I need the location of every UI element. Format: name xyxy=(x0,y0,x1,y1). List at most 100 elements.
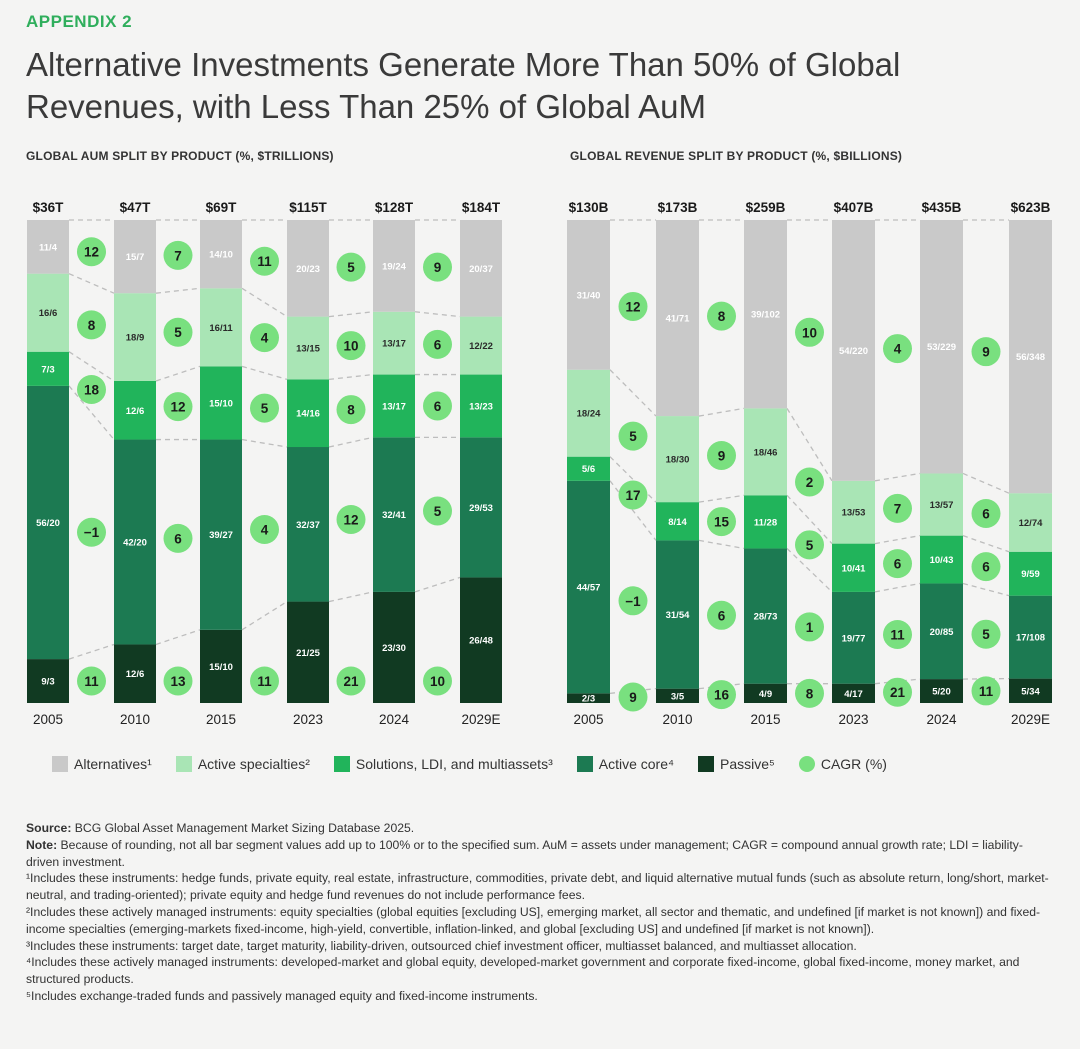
aum-cagr-passive-2: 11 xyxy=(257,674,272,689)
aum-cagr-active-core-1: 6 xyxy=(174,531,182,546)
aum-cagr-dot-alternatives-2 xyxy=(250,246,279,276)
page-title-line-2: Revenues, with Less Than 25% of Global A… xyxy=(26,88,706,125)
revenue-cagr-active-core-3: 11 xyxy=(890,628,905,643)
revenue-cagr-solutions-ldi-and-multiassets-4: 6 xyxy=(982,560,990,575)
aum-total-2015: $69T xyxy=(206,200,238,215)
revenue-label-active-core-2005: 44/57 xyxy=(577,583,601,594)
aum-bar-solutions-ldi-and-multiassets-2029e xyxy=(460,374,502,438)
aum-cagr-passive-4: 10 xyxy=(430,674,445,689)
aum-bar-active-specialties-2023 xyxy=(287,316,329,380)
aum-cagr-solutions-ldi-and-multiassets-3: 8 xyxy=(347,403,355,418)
revenue-bar-solutions-ldi-and-multiassets-2010 xyxy=(656,502,699,541)
revenue-bar-alternatives-2010 xyxy=(656,220,699,417)
revenue-cagr-passive-0: 9 xyxy=(629,690,637,705)
revenue-cagr-dot-solutions-ldi-and-multiassets-0 xyxy=(618,480,648,510)
aum-connector-active-specialties-4 xyxy=(414,311,461,318)
revenue-cagr-active-specialties-3: 7 xyxy=(894,501,902,516)
aum-cagr-active-specialties-0: 8 xyxy=(88,318,96,333)
aum-cagr-dot-passive-0 xyxy=(77,666,106,696)
revenue-label-solutions-ldi-and-multiassets-2015: 11/28 xyxy=(754,517,777,528)
revenue-bar-passive-2010 xyxy=(656,688,699,703)
source-text: BCG Global Asset Management Market Sizin… xyxy=(71,821,415,835)
aum-cagr-active-specialties-1: 5 xyxy=(174,325,182,340)
aum-cagr-dot-passive-2 xyxy=(250,666,279,696)
aum-connector-active-core-2 xyxy=(241,438,288,448)
legend-item-cagr: CAGR (%) xyxy=(798,756,887,772)
footnote-1: ¹Includes these instruments: hedge funds… xyxy=(26,871,1049,903)
revenue-cagr-dot-alternatives-0 xyxy=(618,291,648,321)
legend-dot-cagr xyxy=(798,756,815,772)
revenue-label-alternatives-2024: 53/229 xyxy=(927,342,956,353)
revenue-bar-solutions-ldi-and-multiassets-2023 xyxy=(832,543,875,592)
aum-bar-alternatives-2015 xyxy=(200,220,242,289)
aum-label-active-core-2005: 56/20 xyxy=(36,518,60,529)
aum-bar-active-specialties-2029e xyxy=(460,316,502,375)
aum-connector-passive-0 xyxy=(68,643,115,660)
revenue-connector-active-core-0 xyxy=(609,480,657,541)
legend-swatch-alternatives xyxy=(52,756,68,772)
aum-bar-solutions-ldi-and-multiassets-2023 xyxy=(287,379,329,448)
revenue-label-active-specialties-2015: 18/46 xyxy=(754,447,778,458)
revenue-bar-active-specialties-2024 xyxy=(920,473,963,536)
revenue-label-passive-2024: 5/20 xyxy=(932,687,951,698)
revenue-connector-solutions-ldi-and-multiassets-3 xyxy=(874,534,921,545)
revenue-label-solutions-ldi-and-multiassets-2005: 5/6 xyxy=(582,464,595,475)
aum-label-active-specialties-2005: 16/6 xyxy=(39,308,58,319)
revenue-label-active-specialties-2029e: 12/74 xyxy=(1019,518,1043,529)
revenue-bar-active-core-2023 xyxy=(832,591,875,684)
legend-swatch-active-specialties xyxy=(175,756,192,772)
page-title: Alternative Investments Generate More Th… xyxy=(26,44,1026,128)
revenue-cagr-active-core-2: 1 xyxy=(806,620,814,635)
revenue-bar-alternatives-2015 xyxy=(744,220,787,409)
revenue-cagr-active-core-4: 5 xyxy=(982,627,990,642)
legend-swatch-solutions xyxy=(333,756,350,772)
aum-connector-active-core-0 xyxy=(68,385,115,440)
aum-connector-solutions-ldi-and-multiassets-2 xyxy=(241,365,288,381)
revenue-connector-passive-0 xyxy=(609,688,657,694)
aum-connector-passive-3 xyxy=(328,591,374,603)
aum-connector-passive-4 xyxy=(414,576,461,593)
revenue-bar-passive-2029e xyxy=(1009,678,1052,703)
aum-cagr-dot-active-specialties-0 xyxy=(77,310,106,340)
revenue-connector-solutions-ldi-and-multiassets-1 xyxy=(698,494,745,503)
revenue-connector-solutions-ldi-and-multiassets-2 xyxy=(786,494,833,545)
revenue-cagr-dot-active-specialties-4 xyxy=(971,499,1001,529)
revenue-year-2010: 2010 xyxy=(662,712,692,727)
charts-canvas: 9/3 56/20 7/3 16/6 11/4 $36T 2005 12/6 42/20 12/6… xyxy=(27,200,1052,727)
aum-bar-solutions-ldi-and-multiassets-2010 xyxy=(114,381,156,440)
footnotes: Source: BCG Global Asset Management Mark… xyxy=(26,820,1056,1005)
revenue-label-solutions-ldi-and-multiassets-2024: 10/43 xyxy=(930,555,954,566)
aum-label-passive-2010: 12/6 xyxy=(126,669,145,680)
revenue-bar-solutions-ldi-and-multiassets-2005 xyxy=(567,456,610,481)
aum-label-active-specialties-2015: 16/11 xyxy=(209,323,233,334)
aum-label-active-specialties-2024: 13/17 xyxy=(382,339,406,350)
aum-bar-active-specialties-2005 xyxy=(27,273,69,352)
footnote-2: ²Includes these actively managed instrum… xyxy=(26,904,1041,936)
aum-bar-passive-2029e xyxy=(460,577,502,703)
aum-cagr-dot-active-core-3 xyxy=(336,504,366,534)
appendix-label: APPENDIX 2 xyxy=(26,12,133,31)
revenue-cagr-dot-passive-0 xyxy=(618,682,648,712)
revenue-bar-passive-2024 xyxy=(920,679,963,703)
aum-bar-alternatives-2029e xyxy=(460,220,502,317)
revenue-label-solutions-ldi-and-multiassets-2023: 10/41 xyxy=(842,563,866,574)
revenue-cagr-dot-active-core-1 xyxy=(707,600,736,630)
revenue-label-active-specialties-2023: 13/53 xyxy=(842,508,866,519)
revenue-cagr-dot-active-specialties-0 xyxy=(618,421,648,451)
revenue-cagr-active-specialties-4: 6 xyxy=(982,507,990,522)
aum-label-passive-2024: 23/30 xyxy=(382,643,406,654)
revenue-bar-active-core-2015 xyxy=(744,548,787,684)
general-note: Note: Because of rounding, not all bar s… xyxy=(26,837,1056,871)
revenue-cagr-dot-active-core-4 xyxy=(971,619,1001,649)
revenue-cagr-passive-1: 16 xyxy=(714,688,730,703)
revenue-total-2015: $259B xyxy=(746,200,786,215)
aum-cagr-dot-solutions-ldi-and-multiassets-2 xyxy=(250,393,279,423)
revenue-label-alternatives-2005: 31/40 xyxy=(577,290,601,301)
aum-cagr-active-core-2: 4 xyxy=(261,522,269,537)
revenue-cagr-dot-active-core-2 xyxy=(795,612,824,642)
revenue-year-2005: 2005 xyxy=(573,712,603,727)
aum-cagr-dot-active-specialties-1 xyxy=(163,317,193,347)
revenue-label-alternatives-2015: 39/102 xyxy=(751,310,780,321)
revenue-bar-active-specialties-2029e xyxy=(1009,493,1052,552)
revenue-label-active-core-2024: 20/85 xyxy=(930,627,954,638)
